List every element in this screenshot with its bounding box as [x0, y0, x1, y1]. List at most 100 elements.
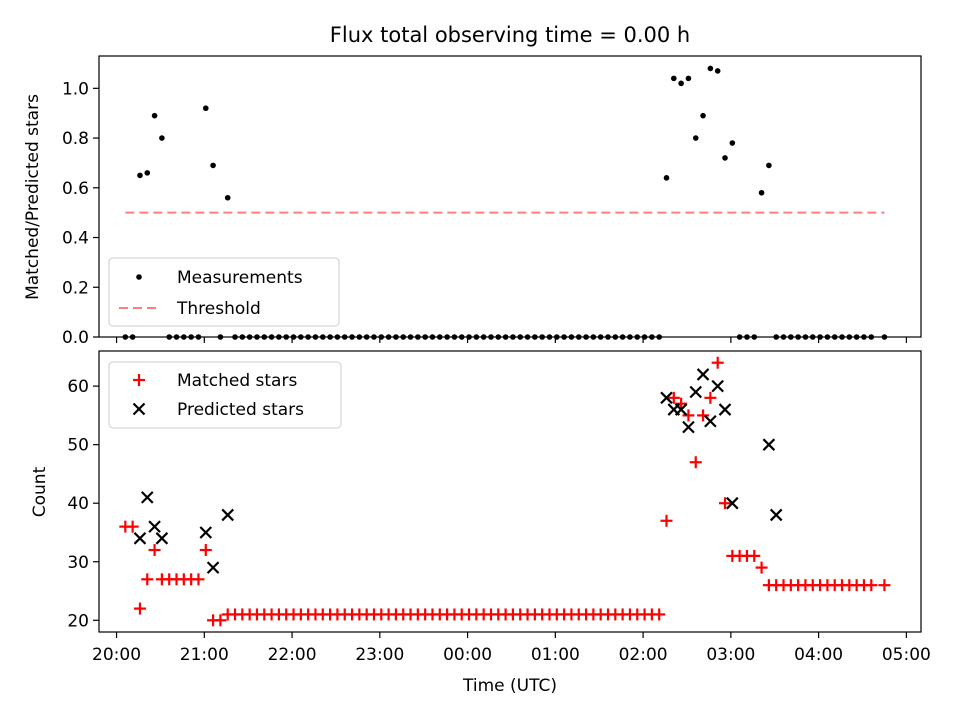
bottom-legend-box	[108, 361, 342, 429]
matched-point	[704, 391, 717, 404]
matched-point	[682, 409, 695, 422]
matched-point	[133, 602, 146, 615]
bottom-ylabel: Count	[30, 466, 50, 517]
x-tick-label: 23:00	[355, 645, 404, 665]
bottom-plot-frame	[98, 350, 922, 633]
measurement-point	[202, 105, 209, 112]
x-tick-label: 00:00	[443, 645, 492, 665]
measurement-point	[685, 75, 692, 82]
matched-point	[192, 573, 205, 586]
measurement-point	[692, 135, 699, 141]
top-ylabel: Matched/Predicted stars	[23, 94, 43, 300]
matched-point	[865, 579, 878, 592]
measurement-point	[758, 189, 765, 196]
measurement-point	[729, 140, 736, 146]
bottom-points	[119, 356, 891, 627]
y-tick-label: 60	[67, 377, 89, 397]
predicted-point	[221, 508, 234, 522]
y-tick-label: 30	[67, 553, 89, 573]
measurement-point	[137, 172, 143, 179]
predicted-point	[726, 496, 739, 510]
top-legend: Measurements Threshold	[108, 257, 340, 327]
predicted-point	[718, 403, 732, 416]
matched-point	[667, 391, 680, 404]
bottom-y-axis: 20 30 40 50 60	[67, 377, 99, 631]
predicted-point	[711, 379, 724, 393]
matched-point	[878, 579, 891, 592]
x-tick-label: 02:00	[619, 645, 668, 665]
measurement-point	[678, 80, 684, 87]
measurement-point	[722, 155, 728, 161]
predicted-point	[762, 438, 776, 451]
top-legend-box	[108, 257, 340, 327]
legend-predicted-marker	[132, 402, 146, 416]
bottom-xlabel: Time (UTC)	[462, 676, 557, 696]
measurement-point	[663, 175, 670, 181]
measurement-point	[144, 170, 151, 176]
matched-point	[214, 614, 227, 627]
y-tick-label: 40	[67, 494, 89, 514]
bottom-legend: Matched stars Predicted stars	[108, 361, 342, 429]
predicted-point	[689, 385, 703, 399]
predicted-point	[660, 391, 673, 405]
predicted-point	[682, 420, 695, 434]
measurement-point	[210, 162, 216, 169]
matched-point	[141, 573, 154, 586]
bottom-panel: 20 30 40 50 60 20:00 21:00 22:00 23:00 00:00 01:0…	[30, 350, 931, 696]
legend-threshold-label: Threshold	[176, 299, 261, 319]
measurement-point	[151, 112, 158, 119]
y-tick-label: 20	[67, 611, 89, 631]
top-plot-frame	[98, 55, 922, 338]
measurement-point	[700, 112, 706, 119]
matched-point	[755, 561, 768, 574]
matched-point	[126, 520, 139, 533]
measurement-point	[671, 75, 677, 82]
y-tick-label: 0.8	[62, 129, 89, 149]
predicted-point	[199, 526, 213, 539]
predicted-point	[704, 414, 717, 428]
y-tick-label: 0.0	[62, 328, 89, 348]
predicted-point	[155, 532, 169, 545]
matched-point	[719, 497, 732, 510]
legend-plus-glyph	[133, 374, 145, 386]
legend-predicted-label: Predicted stars	[177, 400, 304, 420]
legend-matched-marker	[133, 374, 145, 386]
y-tick-label: 0.4	[62, 229, 89, 249]
x-tick-label: 22:00	[268, 645, 317, 665]
top-y-axis: 0.0 0.2 0.4 0.6 0.8 1.0	[62, 79, 99, 348]
legend-measurements-label: Measurements	[177, 268, 303, 288]
predicted-point	[148, 520, 161, 533]
legend-matched-label: Matched stars	[177, 371, 297, 391]
matched-point	[653, 608, 666, 621]
y-tick-label: 0.6	[62, 179, 89, 199]
x-tick-label: 05:00	[882, 645, 931, 665]
legend-x-glyph	[132, 402, 146, 416]
measurement-point	[224, 194, 231, 201]
x-tick-label: 20:00	[92, 645, 141, 665]
x-tick-label: 04:00	[794, 645, 843, 665]
matched-point	[675, 397, 688, 410]
y-tick-label: 0.2	[62, 278, 89, 298]
legend-measurements-marker	[136, 274, 142, 280]
predicted-point	[674, 403, 688, 416]
x-tick-label: 21:00	[180, 645, 229, 665]
matched-point	[697, 409, 710, 422]
x-tick-label: 01:00	[531, 645, 580, 665]
matched-point	[711, 356, 724, 369]
matched-point	[689, 456, 702, 469]
matched-point	[748, 549, 761, 562]
measurement-point	[766, 162, 772, 169]
predicted-point	[696, 368, 710, 381]
predicted-point	[206, 561, 220, 574]
matched-point	[199, 544, 212, 557]
top-x-axis	[115, 337, 907, 343]
predicted-point	[140, 491, 154, 504]
matched-point	[660, 514, 673, 527]
bottom-x-axis: 20:00 21:00 22:00 23:00 00:00 01:00 02:00 03:00…	[92, 632, 931, 665]
y-tick-label: 50	[67, 436, 89, 456]
x-tick-label: 03:00	[706, 645, 755, 665]
predicted-point	[769, 508, 783, 522]
matched-point	[148, 544, 161, 557]
y-tick-label: 1.0	[62, 79, 89, 99]
